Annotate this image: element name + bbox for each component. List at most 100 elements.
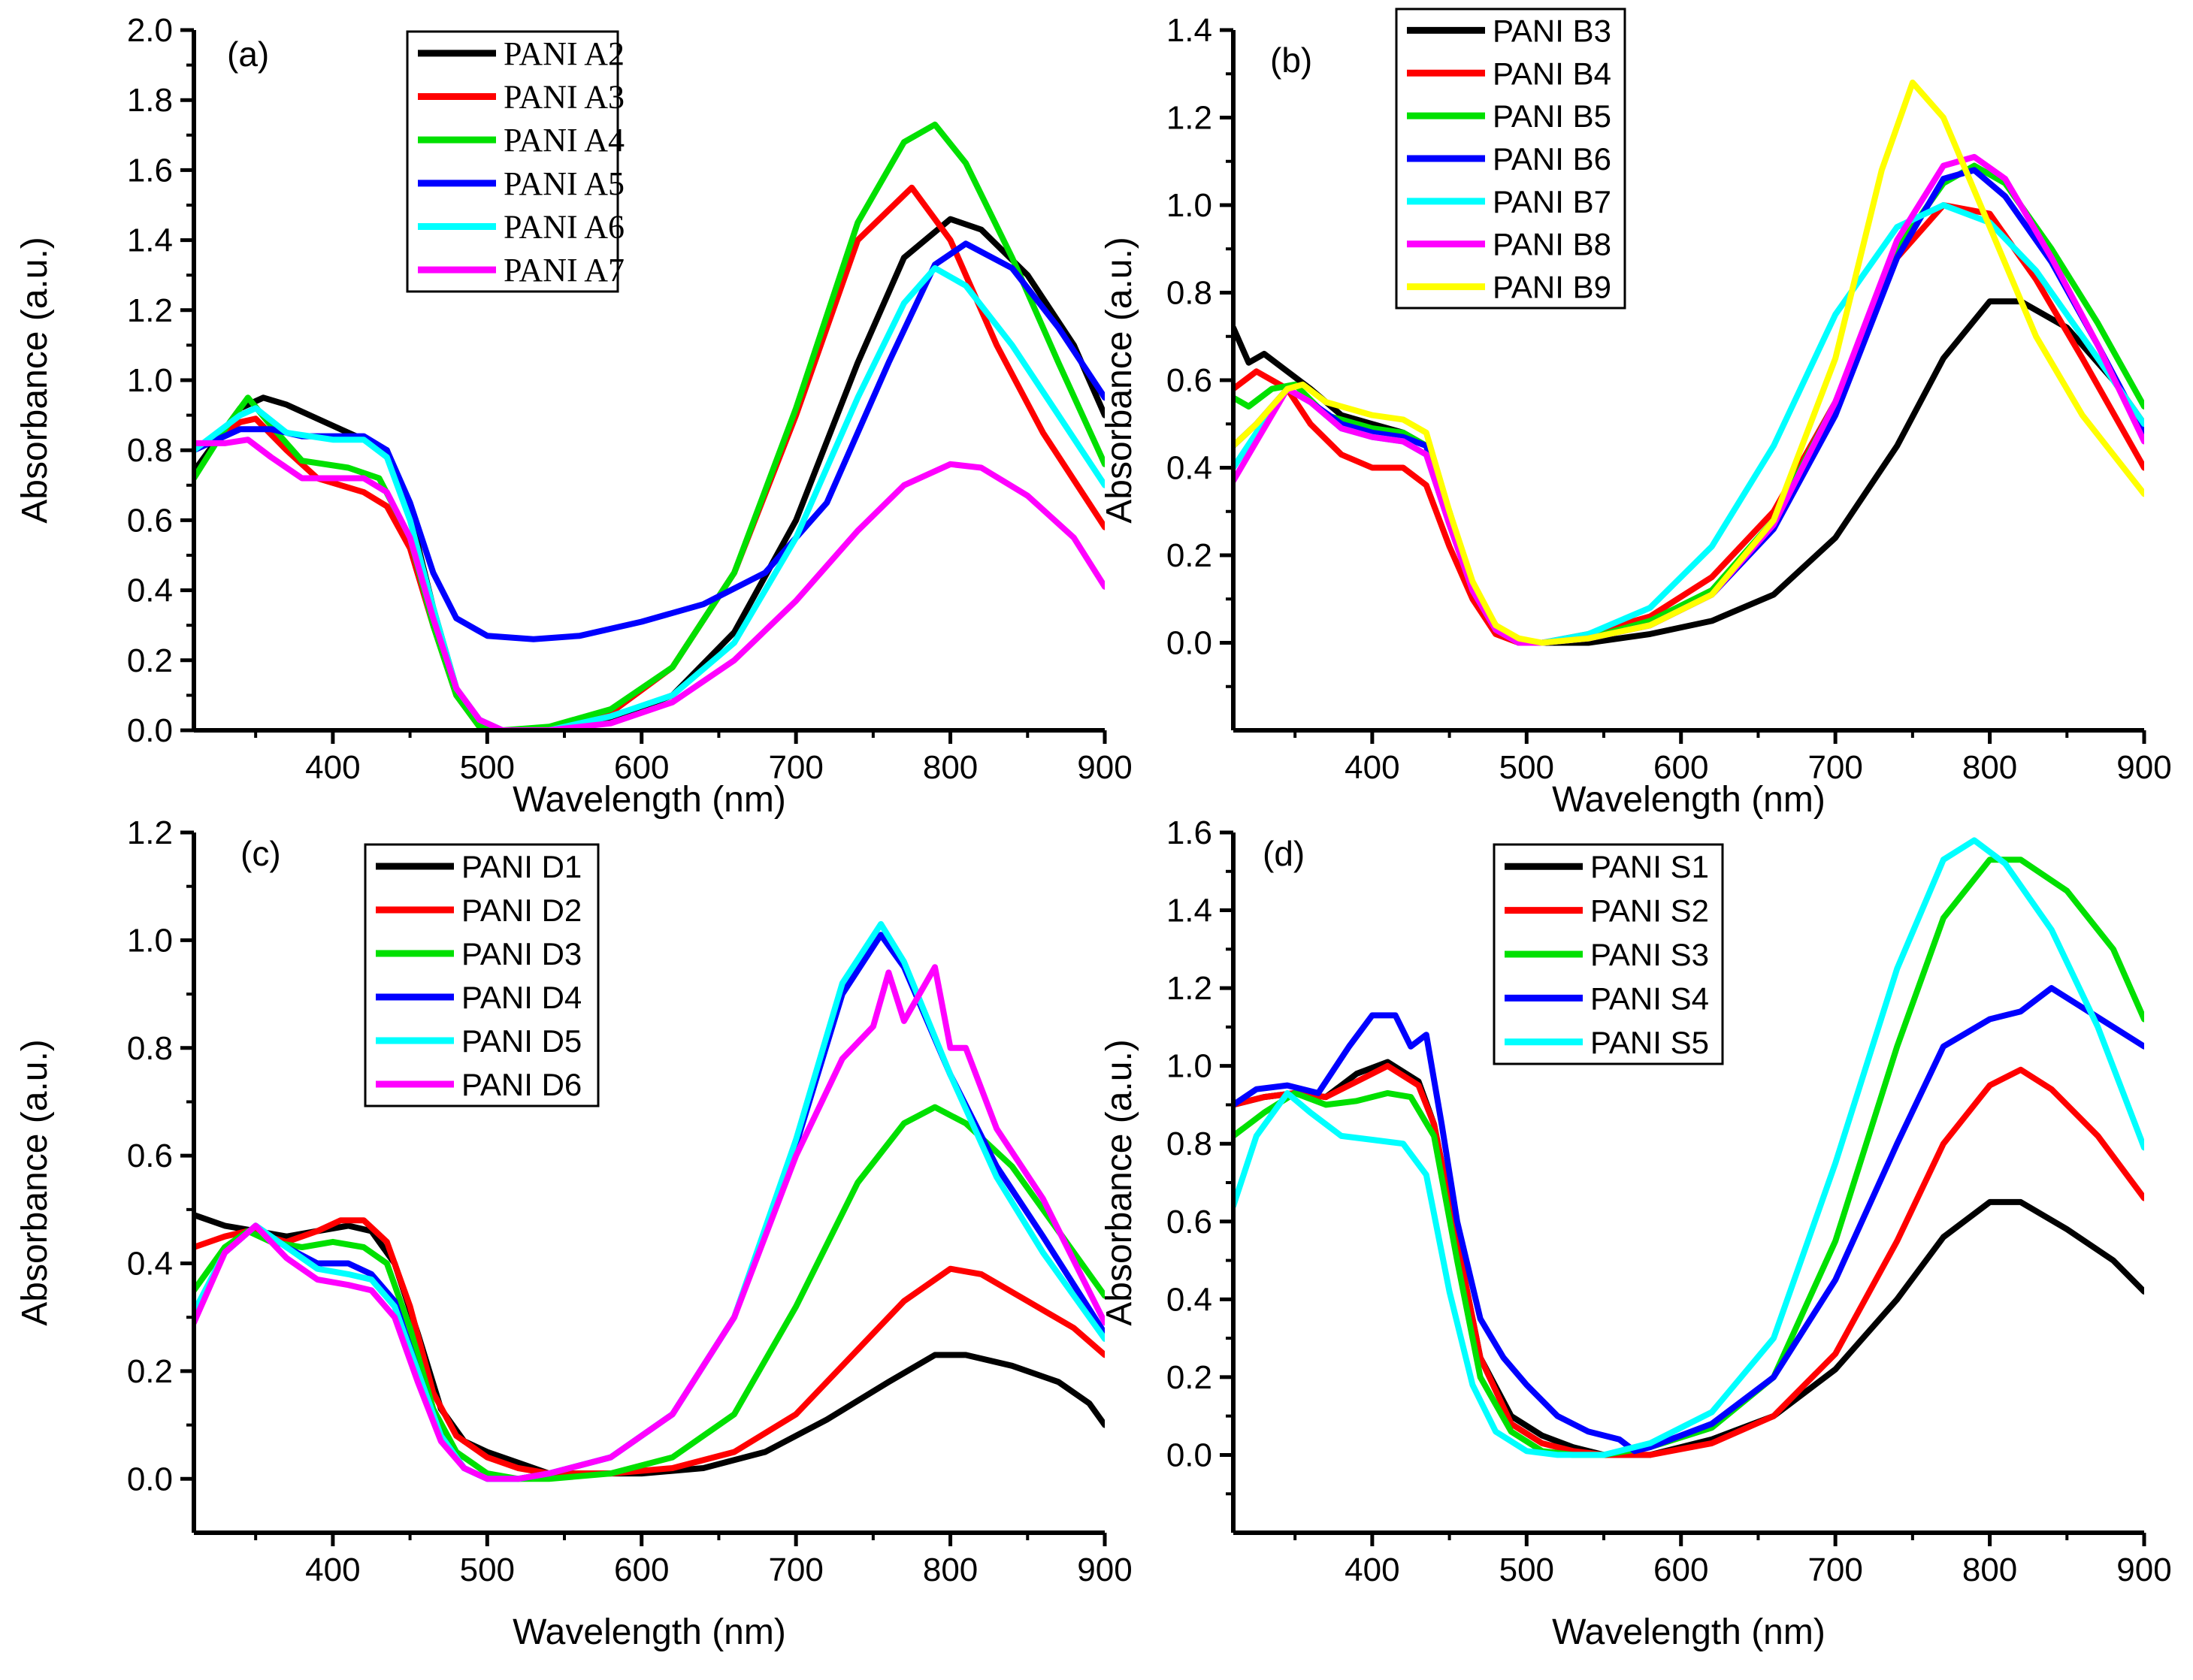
y-tick-label: 0.4 xyxy=(127,1246,173,1283)
legend: PANI A2 PANI A3 PANI A4 PANI A5 PANI A6 PANI … xyxy=(406,30,625,293)
x-tick-label: 500 xyxy=(460,1552,515,1588)
legend-label: PANI S4 xyxy=(1590,981,1709,1016)
legend-label: PANI B3 xyxy=(1493,13,1611,48)
y-tick-label: 1.4 xyxy=(127,222,173,259)
x-axis-title: Wavelength (nm) xyxy=(1552,1612,1825,1652)
y-tick-label: 0.4 xyxy=(1166,450,1212,487)
legend-label: PANI B4 xyxy=(1493,56,1611,91)
chart-panel-1: 400 500 600 700 800 900 0.0 0.2 0.4 0.6 0.8 1.0 1.2 1… xyxy=(1100,8,2172,820)
x-tick-label: 700 xyxy=(768,1552,823,1588)
y-tick-label: 0.6 xyxy=(1166,1204,1212,1240)
y-tick-label: 1.0 xyxy=(127,922,173,959)
y-tick-label: 0.8 xyxy=(127,1030,173,1067)
legend-box xyxy=(406,30,619,293)
y-tick-label: 0.4 xyxy=(127,573,173,609)
y-tick-label: 1.0 xyxy=(1166,1048,1212,1085)
y-tick-label: 0.2 xyxy=(1166,537,1212,574)
y-tick-label: 2.0 xyxy=(127,12,173,49)
chart-panel-3: 400 500 600 700 800 900 0.0 0.2 0.4 0.6 0.8 1.0 1.2 1… xyxy=(1100,814,2172,1652)
y-tick-label: 0.0 xyxy=(127,712,173,749)
x-tick-label: 600 xyxy=(614,749,669,786)
series-line-5 xyxy=(194,964,1105,1482)
legend: PANI B3 PANI B4 PANI B5 PANI B6 PANI B7 PANI … xyxy=(1395,8,1626,310)
legend-label: PANI A5 xyxy=(504,165,625,202)
y-tick-label: 0.0 xyxy=(1166,1437,1212,1473)
legend-label: PANI S5 xyxy=(1590,1025,1709,1060)
y-tick-label: 0.6 xyxy=(127,502,173,539)
y-tick-label: 0.0 xyxy=(1166,625,1212,662)
x-tick-label: 600 xyxy=(1653,1552,1708,1588)
y-tick-label: 1.4 xyxy=(1166,893,1212,929)
series-line-0 xyxy=(194,216,1105,730)
y-axis-title: Absorbance (a.u.) xyxy=(15,1039,55,1326)
x-tick-label: 800 xyxy=(1962,1552,2017,1588)
legend-label: PANI S1 xyxy=(1590,849,1709,884)
series-line-2 xyxy=(194,1104,1105,1482)
legend-label: PANI D3 xyxy=(461,936,582,971)
y-tick-label: 1.2 xyxy=(1166,970,1212,1007)
chart-panel-0: 400 500 600 700 800 900 0.0 0.2 0.4 0.6 0.8 1.0 1.2 1… xyxy=(15,12,1133,820)
series-line-1 xyxy=(1233,1062,2144,1458)
legend-label: PANI B9 xyxy=(1493,270,1611,305)
x-tick-label: 900 xyxy=(2116,1552,2171,1588)
legend-label: PANI A7 xyxy=(504,252,625,289)
series-line-5 xyxy=(194,437,1105,730)
series-line-6 xyxy=(1233,79,2144,646)
y-tick-label: 0.2 xyxy=(127,1353,173,1390)
y-tick-label: 0.4 xyxy=(1166,1281,1212,1318)
x-tick-label: 400 xyxy=(1345,749,1399,786)
series-line-4 xyxy=(194,920,1105,1482)
x-tick-label: 900 xyxy=(1077,749,1132,786)
y-tick-label: 1.0 xyxy=(1166,187,1212,224)
y-tick-label: 0.8 xyxy=(1166,275,1212,312)
legend-box xyxy=(364,843,600,1107)
x-tick-label: 600 xyxy=(1653,749,1708,786)
series-line-3 xyxy=(1233,985,2144,1455)
x-tick-label: 700 xyxy=(1807,1552,1862,1588)
legend-label: PANI A2 xyxy=(504,35,625,72)
legend-label: PANI A3 xyxy=(504,79,625,116)
legend-label: PANI D1 xyxy=(461,849,582,884)
x-tick-label: 900 xyxy=(2116,749,2171,786)
y-tick-label: 1.6 xyxy=(127,152,173,189)
panel-label: (c) xyxy=(240,834,281,873)
x-tick-label: 800 xyxy=(1962,749,2017,786)
legend: PANI S1 PANI S2 PANI S3 PANI S4 PANI S5 xyxy=(1493,843,1724,1065)
legend-label: PANI B7 xyxy=(1493,184,1611,219)
y-tick-label: 1.2 xyxy=(127,814,173,851)
chart-panel-2: 400 500 600 700 800 900 0.0 0.2 0.4 0.6 0.8 1.0 1.2 W… xyxy=(15,814,1133,1652)
x-axis-title: Wavelength (nm) xyxy=(513,1612,786,1652)
legend-label: PANI D2 xyxy=(461,893,582,928)
series-line-0 xyxy=(1233,1059,2144,1458)
y-tick-label: 1.6 xyxy=(1166,814,1212,851)
legend-label: PANI D6 xyxy=(461,1067,582,1102)
x-tick-label: 700 xyxy=(1807,749,1862,786)
x-tick-label: 500 xyxy=(1499,1552,1554,1588)
y-tick-label: 0.6 xyxy=(1166,362,1212,399)
x-axis-title: Wavelength (nm) xyxy=(1552,780,1825,820)
y-tick-label: 0.8 xyxy=(1166,1126,1212,1162)
y-axis-title: Absorbance (a.u.) xyxy=(1100,237,1139,524)
x-tick-label: 500 xyxy=(1499,749,1554,786)
legend-label: PANI D5 xyxy=(461,1023,582,1059)
x-axis-title: Wavelength (nm) xyxy=(513,780,786,820)
series-line-4 xyxy=(194,264,1105,730)
legend-label: PANI B8 xyxy=(1493,227,1611,262)
y-tick-label: 0.0 xyxy=(127,1461,173,1497)
x-tick-label: 700 xyxy=(768,749,823,786)
legend-label: PANI A6 xyxy=(504,209,625,246)
series-line-1 xyxy=(194,1217,1105,1477)
y-tick-label: 1.4 xyxy=(1166,12,1212,49)
series-line-0 xyxy=(194,1212,1105,1477)
series-line-3 xyxy=(194,932,1105,1482)
y-tick-label: 0.6 xyxy=(127,1138,173,1174)
legend-label: PANI D4 xyxy=(461,980,582,1015)
series-line-4 xyxy=(1233,837,2144,1458)
panel-label: (d) xyxy=(1263,834,1305,873)
panel-label: (b) xyxy=(1270,41,1312,80)
x-tick-label: 800 xyxy=(923,749,978,786)
y-tick-label: 1.0 xyxy=(127,362,173,399)
panel-label: (a) xyxy=(227,35,269,74)
y-tick-label: 0.8 xyxy=(127,432,173,469)
legend-label: PANI S3 xyxy=(1590,937,1709,972)
